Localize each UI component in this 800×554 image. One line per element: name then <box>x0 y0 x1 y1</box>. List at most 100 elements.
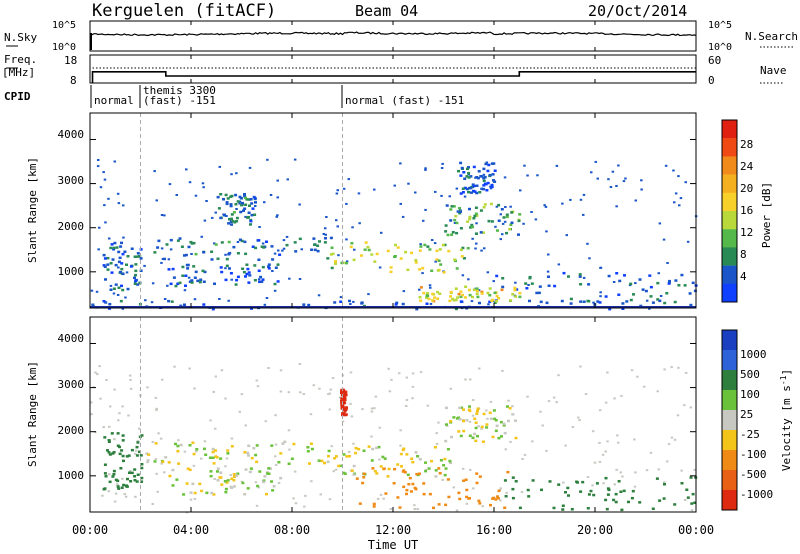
noise-cell <box>511 405 514 408</box>
data-cell <box>680 273 684 277</box>
data-cell <box>240 203 244 206</box>
data-cell <box>228 267 231 270</box>
data-cell <box>199 278 203 281</box>
data-cell <box>249 219 253 223</box>
data-cell <box>502 422 506 425</box>
data-cell <box>200 489 204 493</box>
data-cell <box>484 162 488 166</box>
data-cell <box>491 435 495 439</box>
data-cell <box>673 503 677 506</box>
data-cell <box>250 456 254 460</box>
freq-right-tick-bottom: 0 <box>708 74 715 87</box>
data-cell <box>110 432 114 435</box>
data-cell <box>225 202 229 206</box>
data-cell <box>330 266 334 270</box>
noise-cell <box>254 481 258 484</box>
power-y-tick-2000: 2000 <box>58 220 85 233</box>
data-cell <box>467 166 470 169</box>
noise-cell <box>341 420 345 423</box>
data-cell <box>112 248 116 251</box>
data-cell <box>406 473 410 477</box>
noise-cell <box>606 440 609 443</box>
data-cell <box>317 459 321 462</box>
data-cell <box>493 180 497 183</box>
noise-cell <box>214 427 217 430</box>
data-cell <box>476 176 480 180</box>
data-cell <box>273 282 277 286</box>
data-cell <box>239 210 243 214</box>
data-cell <box>472 184 476 188</box>
noise-cell <box>514 281 517 284</box>
data-cell <box>367 445 371 448</box>
data-cell <box>685 488 689 491</box>
data-cell <box>539 300 543 304</box>
data-cell <box>342 401 346 405</box>
data-cell <box>467 497 471 500</box>
data-cell <box>411 482 415 486</box>
noise-cell <box>399 202 402 205</box>
noise-cell <box>607 178 610 181</box>
noise-cell <box>263 201 266 204</box>
data-cell <box>121 454 125 458</box>
velocity-colorbar-segment <box>722 350 737 371</box>
data-cell <box>617 480 621 483</box>
noise-cell <box>294 502 298 505</box>
data-cell <box>290 457 294 460</box>
data-cell <box>464 285 468 288</box>
data-cell <box>525 287 529 290</box>
data-cell <box>235 220 239 223</box>
data-cell <box>120 284 123 288</box>
noise-cell <box>531 440 534 443</box>
nave-label: Nave <box>760 64 787 77</box>
noise-cell <box>504 448 507 451</box>
noise-cell <box>475 242 478 245</box>
data-cell <box>257 239 261 242</box>
data-cell <box>515 288 519 291</box>
noise-cell <box>404 405 408 407</box>
data-cell <box>483 203 487 206</box>
data-cell <box>475 481 479 485</box>
data-cell <box>452 205 456 208</box>
data-cell <box>460 255 464 258</box>
data-cell <box>333 301 337 304</box>
data-cell <box>224 487 228 491</box>
data-cell <box>133 468 137 471</box>
noise-cell <box>345 238 348 241</box>
data-cell <box>514 295 518 298</box>
noise-cell <box>160 247 164 250</box>
noise-cell <box>203 440 207 443</box>
noise-cell <box>202 186 205 189</box>
data-cell <box>475 184 479 187</box>
data-cell <box>228 218 231 221</box>
data-cell <box>425 302 429 305</box>
noise-cell <box>144 299 147 302</box>
data-cell <box>103 472 107 475</box>
noise-cell <box>160 261 163 264</box>
noise-cell <box>677 175 680 178</box>
data-cell <box>271 258 275 261</box>
noise-cell <box>352 300 355 303</box>
data-cell <box>140 480 144 483</box>
noise-cell <box>331 377 335 380</box>
data-cell <box>210 258 214 261</box>
noise-cell <box>154 396 158 399</box>
data-cell <box>327 449 331 453</box>
noise-cell <box>96 373 99 376</box>
data-cell <box>518 295 522 299</box>
data-cell <box>518 213 522 216</box>
noise-cell <box>263 303 267 306</box>
noise-cell <box>238 410 241 413</box>
data-cell <box>119 467 123 470</box>
noise-cell <box>474 247 477 250</box>
data-cell <box>123 250 127 253</box>
data-cell <box>497 297 501 300</box>
data-cell <box>473 214 477 218</box>
noise-cell <box>220 369 224 372</box>
data-cell <box>146 459 150 462</box>
data-cell <box>247 271 251 274</box>
data-cell <box>134 279 138 282</box>
data-cell <box>133 475 137 478</box>
noise-cell <box>656 390 659 393</box>
data-cell <box>589 489 593 493</box>
noise-cell <box>229 474 232 477</box>
